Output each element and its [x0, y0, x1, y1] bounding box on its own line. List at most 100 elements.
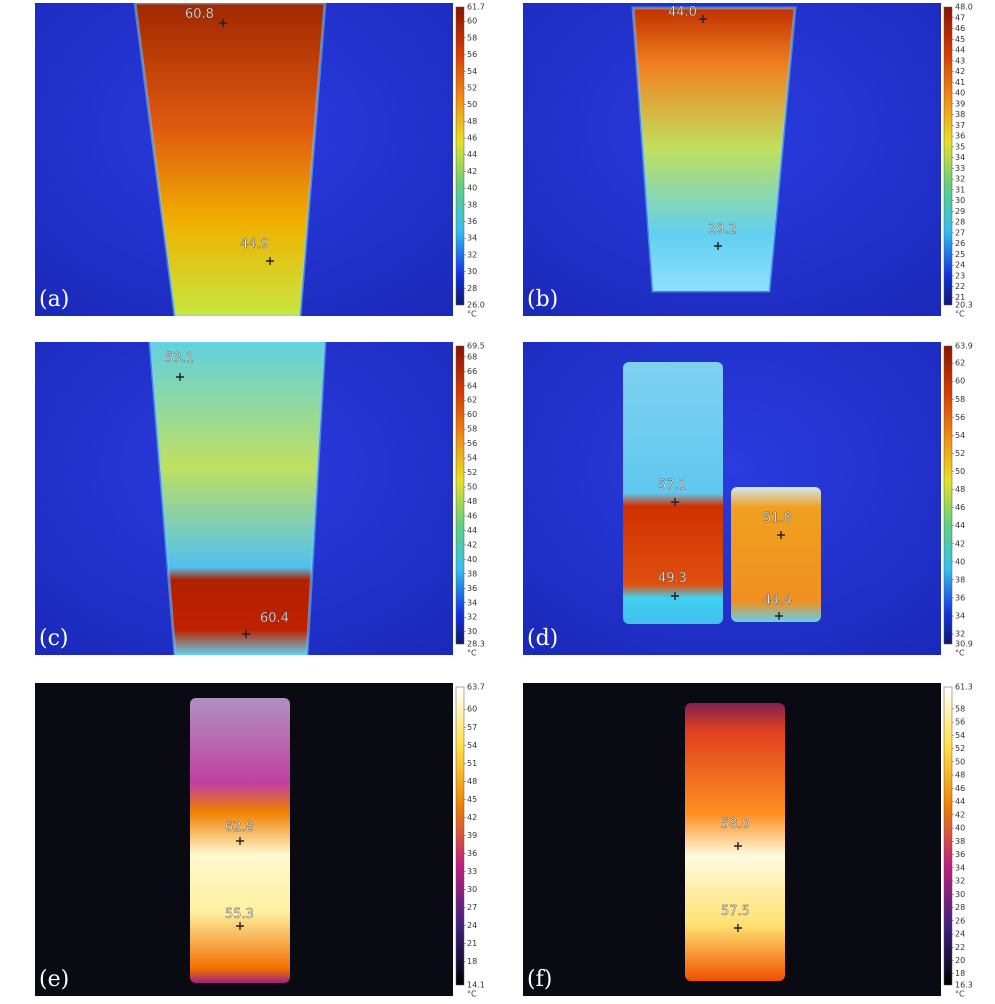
- scale-tick-label: 68: [467, 352, 477, 361]
- scale-unit: °C: [467, 310, 477, 319]
- scale-tick-label: 48: [467, 497, 477, 506]
- scale-tick-label: 46: [467, 511, 477, 520]
- spot-reading: 57.1: [658, 478, 687, 493]
- panel-label: (e): [39, 967, 69, 992]
- scale-tick-label: 44: [467, 150, 477, 159]
- scale-tick-label: 42: [955, 539, 965, 548]
- scale-tick-label: 28: [955, 218, 965, 227]
- scale-tick-label: 36: [955, 850, 965, 859]
- scale-tick-label: 30: [467, 885, 477, 894]
- scale-tick-label: 40: [467, 555, 477, 564]
- scale-tick-label: 60: [467, 410, 477, 419]
- scale-tick-label: 43: [955, 56, 965, 65]
- scale-tick-label: 32: [467, 250, 477, 259]
- scale-tick-label: 36: [467, 217, 477, 226]
- scale-tick-label: 39: [955, 99, 965, 108]
- scale-min: 30.9: [955, 640, 973, 649]
- scale-tick-label: 28: [467, 284, 477, 293]
- scale-max: 61.3: [955, 683, 973, 692]
- scale-tick-label: 32: [467, 613, 477, 622]
- scale-tick-label: 38: [467, 569, 477, 578]
- scale-tick-label: 40: [955, 824, 965, 833]
- scale-tick-label: 27: [467, 903, 477, 912]
- scale-tick-label: 60: [467, 17, 477, 26]
- scale-tick-label: 52: [955, 449, 965, 458]
- scale-tick-label: 36: [467, 849, 477, 858]
- scale-tick-label: 40: [955, 89, 965, 98]
- scale-tick-label: 32: [955, 877, 965, 886]
- panel-label: (a): [39, 287, 69, 312]
- spot-reading: 51.8: [763, 511, 792, 526]
- panel-label: (b): [527, 287, 558, 312]
- scale-max: 63.9: [955, 342, 973, 351]
- thermal-image: [35, 3, 453, 316]
- scale-tick-label: 45: [467, 795, 477, 804]
- thermal-image: [35, 342, 453, 655]
- thermal-panel: (e) 62.8 55.3 63.7 60 57 54 51 48 45 42 39 36 33 30 27 2…: [35, 683, 485, 999]
- spot-marker: [236, 922, 244, 930]
- scale-tick-label: 46: [955, 503, 965, 512]
- scale-tick-label: 30: [955, 196, 965, 205]
- scale-tick-label: 56: [467, 439, 477, 448]
- thermal-panel: (a) 60.8 44.9 61.7 60 58 56 54 52 50 48 46 44 42 40 38 3…: [35, 3, 485, 319]
- scale-tick-label: 42: [467, 540, 477, 549]
- scale-tick-label: 26: [955, 239, 965, 248]
- scale-tick-label: 52: [955, 744, 965, 753]
- vessel: [631, 6, 797, 293]
- scale-tick-label: 46: [955, 784, 965, 793]
- scale-tick-label: 44: [955, 46, 965, 55]
- scale-min: 20.3: [955, 301, 973, 310]
- scale-tick-label: 64: [467, 381, 477, 390]
- scale-tick-label: 36: [467, 584, 477, 593]
- scale-tick-label: 21: [467, 939, 477, 948]
- thermal-panel: (d) 57.1 49.3 51.8 44.4 63.9 62 60 58 56 54 52 50 48 4…: [523, 342, 973, 658]
- scale-tick-label: 38: [955, 837, 965, 846]
- scale-tick-label: 34: [955, 863, 965, 872]
- scale-tick-label: 52: [467, 468, 477, 477]
- scale-tick-label: 44: [955, 521, 965, 530]
- thermal-panel: (b)44.029.248.04746454443424140393837363…: [523, 3, 973, 319]
- scale-tick-label: 44: [955, 797, 965, 806]
- spot-marker: [219, 19, 227, 27]
- scale-tick-label: 50: [955, 467, 965, 476]
- scale-tick-label: 66: [467, 367, 477, 376]
- vessel: [133, 3, 327, 316]
- spot-marker: [266, 257, 274, 265]
- spot-marker: [775, 612, 783, 620]
- scale-tick-label: 23: [955, 271, 965, 280]
- scale-max: 63.7: [467, 683, 485, 692]
- scale-tick-label: 30: [467, 267, 477, 276]
- scale-tick-label: 48: [467, 117, 477, 126]
- scale-tick-label: 62: [955, 359, 965, 368]
- spot-marker: [734, 924, 742, 932]
- scale-min: 14.1: [467, 981, 485, 990]
- scale-unit: °C: [955, 310, 965, 319]
- scale-tick-label: 26: [955, 916, 965, 925]
- scale-tick-label: 54: [467, 741, 477, 750]
- scale-tick-label: 24: [955, 261, 965, 270]
- scale-tick-label: 48: [955, 771, 965, 780]
- scale-tick-label: 58: [955, 704, 965, 713]
- vessel: [731, 487, 821, 622]
- scale-tick-label: 50: [955, 757, 965, 766]
- scale-tick-label: 60: [955, 377, 965, 386]
- scale-tick-label: 34: [467, 234, 477, 243]
- scale-tick-label: 42: [955, 67, 965, 76]
- spot-marker: [671, 592, 679, 600]
- scale-tick-label: 50: [467, 100, 477, 109]
- scale-min: 28.3: [467, 640, 485, 649]
- scale-tick-label: 54: [467, 454, 477, 463]
- scale-tick-label: 37: [955, 121, 965, 130]
- scale-tick-label: 36: [955, 593, 965, 602]
- scale-tick-label: 52: [467, 83, 477, 92]
- scale-max: 48.0: [955, 3, 973, 12]
- thermal-image: [523, 683, 941, 996]
- vessel: [148, 342, 327, 655]
- scale-tick-label: 32: [955, 630, 965, 639]
- scale-max: 69.5: [467, 342, 485, 351]
- scale-tick-label: 58: [467, 33, 477, 42]
- scale-tick-label: 51: [467, 759, 477, 768]
- scale-tick-label: 31: [955, 185, 965, 194]
- scale-min: 26.0: [467, 301, 485, 310]
